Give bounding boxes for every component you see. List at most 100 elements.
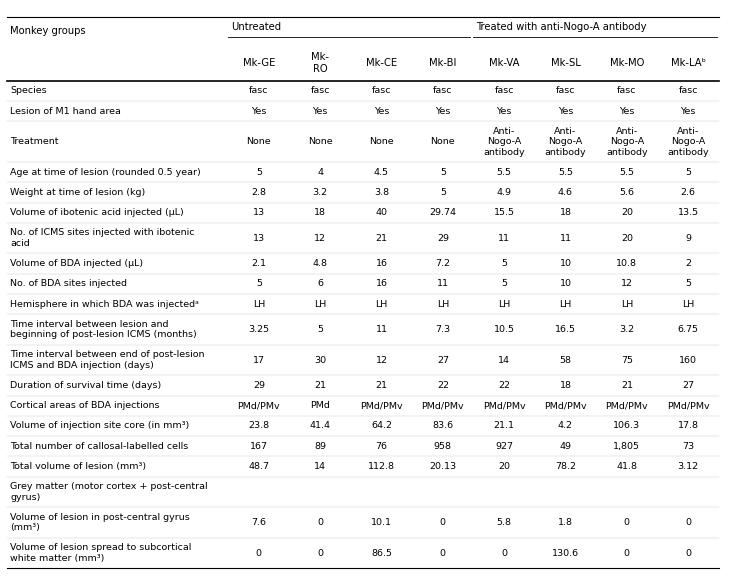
Text: 5.8: 5.8 bbox=[497, 518, 512, 527]
Text: Duration of survival time (days): Duration of survival time (days) bbox=[10, 381, 162, 390]
Text: 10.1: 10.1 bbox=[371, 518, 392, 527]
Text: 30: 30 bbox=[314, 355, 326, 365]
Text: 20: 20 bbox=[621, 234, 633, 243]
Text: 10: 10 bbox=[560, 279, 571, 288]
Text: 29: 29 bbox=[437, 234, 449, 243]
Text: 2.1: 2.1 bbox=[251, 259, 266, 268]
Text: 83.6: 83.6 bbox=[432, 421, 453, 430]
Text: 21: 21 bbox=[375, 381, 387, 390]
Text: 48.7: 48.7 bbox=[248, 462, 269, 471]
Text: Mk-SL: Mk-SL bbox=[551, 58, 580, 68]
Text: 76: 76 bbox=[375, 442, 387, 451]
Text: No. of ICMS sites injected with ibotenic
acid: No. of ICMS sites injected with ibotenic… bbox=[10, 228, 195, 248]
Text: 0: 0 bbox=[624, 549, 630, 557]
Text: PMd/PMv: PMd/PMv bbox=[361, 401, 402, 410]
Text: PMd/PMv: PMd/PMv bbox=[483, 401, 525, 410]
Text: None: None bbox=[247, 137, 271, 146]
Text: 17: 17 bbox=[253, 355, 265, 365]
Text: 0: 0 bbox=[624, 518, 630, 527]
Text: 3.2: 3.2 bbox=[619, 325, 634, 334]
Text: 5: 5 bbox=[440, 188, 446, 197]
Text: fasc: fasc bbox=[494, 87, 514, 95]
Text: 14: 14 bbox=[314, 462, 326, 471]
Text: Mk-
RO: Mk- RO bbox=[311, 52, 329, 74]
Text: Mk-CE: Mk-CE bbox=[366, 58, 397, 68]
Text: 21: 21 bbox=[621, 381, 633, 390]
Text: 7.6: 7.6 bbox=[251, 518, 266, 527]
Text: Yes: Yes bbox=[251, 107, 266, 115]
Text: Volume of ibotenic acid injected (μL): Volume of ibotenic acid injected (μL) bbox=[10, 208, 184, 217]
Text: 20.13: 20.13 bbox=[429, 462, 456, 471]
Text: 41.4: 41.4 bbox=[310, 421, 331, 430]
Text: Total number of callosal-labelled cells: Total number of callosal-labelled cells bbox=[10, 442, 188, 451]
Text: 1.8: 1.8 bbox=[558, 518, 573, 527]
Text: 11: 11 bbox=[560, 234, 571, 243]
Text: 10: 10 bbox=[560, 259, 571, 268]
Text: Total volume of lesion (mm³): Total volume of lesion (mm³) bbox=[10, 462, 147, 471]
Text: 5.5: 5.5 bbox=[497, 168, 512, 177]
Text: 112.8: 112.8 bbox=[368, 462, 395, 471]
Text: 6: 6 bbox=[317, 279, 323, 288]
Text: 7.3: 7.3 bbox=[435, 325, 450, 334]
Text: 75: 75 bbox=[621, 355, 633, 365]
Text: PMd/PMv: PMd/PMv bbox=[422, 401, 464, 410]
Text: Grey matter (motor cortex + post-central
gyrus): Grey matter (motor cortex + post-central… bbox=[10, 482, 208, 501]
Text: Time interval between lesion and
beginning of post-lesion ICMS (months): Time interval between lesion and beginni… bbox=[10, 320, 197, 339]
Text: 5: 5 bbox=[501, 279, 507, 288]
Text: 5: 5 bbox=[685, 279, 691, 288]
Text: 22: 22 bbox=[437, 381, 449, 390]
Text: 12: 12 bbox=[375, 355, 387, 365]
Text: LH: LH bbox=[498, 299, 510, 309]
Text: 13: 13 bbox=[253, 234, 265, 243]
Text: 4.6: 4.6 bbox=[558, 188, 573, 197]
Text: Yes: Yes bbox=[558, 107, 573, 115]
Text: Treated with anti-Nogo-A antibody: Treated with anti-Nogo-A antibody bbox=[476, 22, 647, 32]
Text: 4.9: 4.9 bbox=[497, 188, 512, 197]
Text: 927: 927 bbox=[495, 442, 513, 451]
Text: LH: LH bbox=[437, 299, 449, 309]
Text: Mk-VA: Mk-VA bbox=[489, 58, 519, 68]
Text: 5.6: 5.6 bbox=[619, 188, 634, 197]
Text: Species: Species bbox=[10, 87, 47, 95]
Text: 7.2: 7.2 bbox=[435, 259, 450, 268]
Text: 20: 20 bbox=[621, 208, 633, 217]
Text: 29.74: 29.74 bbox=[429, 208, 456, 217]
Text: PMd/PMv: PMd/PMv bbox=[606, 401, 648, 410]
Text: 5.5: 5.5 bbox=[558, 168, 573, 177]
Text: 2.6: 2.6 bbox=[681, 188, 696, 197]
Text: 18: 18 bbox=[560, 381, 571, 390]
Text: 2.8: 2.8 bbox=[251, 188, 266, 197]
Text: Yes: Yes bbox=[435, 107, 450, 115]
Text: 12: 12 bbox=[621, 279, 633, 288]
Text: 0: 0 bbox=[317, 518, 323, 527]
Text: None: None bbox=[431, 137, 455, 146]
Text: PMd/PMv: PMd/PMv bbox=[545, 401, 586, 410]
Text: 10.8: 10.8 bbox=[616, 259, 637, 268]
Text: Untreated: Untreated bbox=[231, 22, 281, 32]
Text: 5: 5 bbox=[317, 325, 323, 334]
Text: 5: 5 bbox=[256, 279, 262, 288]
Text: 27: 27 bbox=[682, 381, 694, 390]
Text: 18: 18 bbox=[314, 208, 326, 217]
Text: 0: 0 bbox=[440, 518, 446, 527]
Text: Hemisphere in which BDA was injectedᵃ: Hemisphere in which BDA was injectedᵃ bbox=[10, 299, 200, 309]
Text: 21: 21 bbox=[375, 234, 387, 243]
Text: fasc: fasc bbox=[617, 87, 637, 95]
Text: Yes: Yes bbox=[497, 107, 512, 115]
Text: PMd/PMv: PMd/PMv bbox=[238, 401, 280, 410]
Text: 11: 11 bbox=[375, 325, 387, 334]
Text: Volume of lesion spread to subcortical
white matter (mm³): Volume of lesion spread to subcortical w… bbox=[10, 544, 191, 563]
Text: 4.8: 4.8 bbox=[313, 259, 328, 268]
Text: 11: 11 bbox=[498, 234, 510, 243]
Text: None: None bbox=[308, 137, 332, 146]
Text: 0: 0 bbox=[685, 518, 691, 527]
Text: PMd: PMd bbox=[310, 401, 330, 410]
Text: 21: 21 bbox=[314, 381, 326, 390]
Text: Volume of injection site core (in mm³): Volume of injection site core (in mm³) bbox=[10, 421, 190, 430]
Text: 5: 5 bbox=[440, 168, 446, 177]
Text: 4: 4 bbox=[317, 168, 323, 177]
Text: No. of BDA sites injected: No. of BDA sites injected bbox=[10, 279, 127, 288]
Text: 4.2: 4.2 bbox=[558, 421, 573, 430]
Text: 16: 16 bbox=[375, 279, 387, 288]
Text: 1,805: 1,805 bbox=[613, 442, 640, 451]
